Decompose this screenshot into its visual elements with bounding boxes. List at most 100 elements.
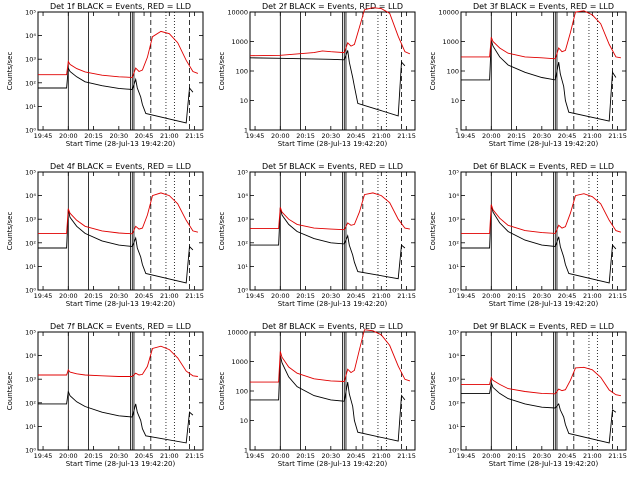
x-axis-label: Start Time (28-Jul-13 19:42:20) — [489, 140, 599, 148]
x-tick-label: 21:15 — [397, 292, 416, 300]
y-tick-label: 100 — [236, 68, 248, 76]
y-tick-label: 10³ — [448, 216, 459, 224]
y-tick-label: 10² — [25, 399, 36, 407]
y-tick-label: 10² — [237, 239, 248, 247]
x-tick-label: 20:45 — [347, 132, 366, 140]
lld-series-line — [249, 7, 411, 57]
y-tick-label: 10³ — [25, 56, 36, 64]
y-tick-label: 10 — [240, 417, 248, 425]
x-tick-label: 21:15 — [397, 132, 416, 140]
plot-frame — [460, 171, 627, 291]
y-axis-label: Counts/sec — [429, 212, 437, 251]
x-tick-label: 21:00 — [583, 132, 602, 140]
lld-series-line — [250, 192, 410, 231]
panel-title: Det 9f BLACK = Events, RED = LLD — [473, 322, 614, 331]
panel-title: Det 2f BLACK = Events, RED = LLD — [262, 2, 403, 11]
y-tick-label: 10⁵ — [237, 169, 248, 177]
y-axis-label: Counts/sec — [6, 372, 14, 411]
x-tick-label: 19:45 — [34, 292, 53, 300]
detector-panel: Det 5f BLACK = Events, RED = LLD 10⁰ 10¹ 10… — [218, 162, 416, 308]
x-tick-label: 21:00 — [372, 132, 391, 140]
lld-series-line — [461, 10, 621, 60]
x-tick-label: 20:30 — [532, 132, 551, 140]
plot-frame — [249, 331, 416, 451]
x-tick-label: 20:45 — [135, 132, 154, 140]
events-series-line — [38, 209, 194, 284]
x-tick-label: 21:15 — [397, 452, 416, 460]
y-axis-label: Counts/sec — [218, 212, 226, 251]
y-tick-label: 10⁰ — [237, 287, 248, 295]
detector-panel: Det 9f BLACK = Events, RED = LLD 10⁰ 10¹ 10… — [429, 322, 627, 468]
plot-frame — [37, 11, 204, 131]
x-axis-label: Start Time (28-Jul-13 19:42:20) — [66, 300, 176, 308]
x-tick-label: 20:30 — [321, 292, 340, 300]
x-tick-label: 20:30 — [109, 132, 128, 140]
x-tick-label: 20:00 — [482, 452, 501, 460]
y-tick-label: 10¹ — [448, 263, 459, 271]
lld-series-line — [38, 30, 199, 78]
plot-frame — [249, 171, 416, 291]
y-tick-label: 10⁴ — [237, 192, 248, 200]
x-tick-label: 20:45 — [558, 292, 577, 300]
x-tick-label: 20:15 — [507, 132, 526, 140]
x-tick-label: 20:30 — [321, 452, 340, 460]
x-tick-label: 21:00 — [372, 292, 391, 300]
lld-series-line — [38, 345, 198, 377]
y-tick-label: 10² — [448, 399, 459, 407]
detector-panel: Det 6f BLACK = Events, RED = LLD 10⁰ 10¹ 10… — [429, 162, 627, 308]
y-tick-label: 10⁴ — [25, 192, 36, 200]
y-axis-label: Counts/sec — [429, 52, 437, 91]
panel-title: Det 8f BLACK = Events, RED = LLD — [262, 322, 403, 331]
x-tick-label: 20:45 — [558, 132, 577, 140]
y-tick-label: 10⁴ — [448, 192, 459, 200]
panel-title: Det 4f BLACK = Events, RED = LLD — [50, 162, 191, 171]
y-tick-label: 10⁴ — [25, 32, 36, 40]
x-tick-label: 20:00 — [59, 452, 78, 460]
y-axis-label: Counts/sec — [218, 52, 226, 91]
x-tick-label: 20:30 — [109, 452, 128, 460]
x-axis-label: Start Time (28-Jul-13 19:42:20) — [278, 140, 388, 148]
detector-panel: Det 2f BLACK = Events, RED = LLD 1 10 100 10… — [218, 2, 416, 148]
x-tick-label: 21:00 — [583, 452, 602, 460]
x-tick-label: 21:15 — [185, 452, 204, 460]
y-tick-label: 10⁵ — [25, 169, 36, 177]
y-tick-label: 10⁰ — [25, 287, 36, 295]
x-tick-label: 21:00 — [160, 452, 179, 460]
x-tick-label: 20:15 — [507, 452, 526, 460]
x-tick-label: 19:45 — [246, 292, 265, 300]
y-tick-label: 10⁵ — [25, 329, 36, 337]
lld-series-line — [461, 193, 622, 234]
x-tick-label: 20:15 — [296, 292, 315, 300]
x-tick-label: 19:45 — [34, 132, 53, 140]
y-tick-label: 10³ — [25, 216, 36, 224]
y-tick-label: 10¹ — [25, 423, 36, 431]
y-tick-label: 10⁵ — [25, 9, 36, 17]
x-tick-label: 20:45 — [135, 292, 154, 300]
panel-title: Det 5f BLACK = Events, RED = LLD — [262, 162, 403, 171]
y-tick-label: 10³ — [25, 376, 36, 384]
y-tick-label: 10¹ — [448, 423, 459, 431]
plot-frame — [249, 11, 416, 131]
y-tick-label: 10³ — [448, 376, 459, 384]
y-axis-label: Counts/sec — [218, 372, 226, 411]
x-tick-label: 20:15 — [84, 132, 103, 140]
x-tick-label: 20:45 — [347, 292, 366, 300]
panel-title: Det 6f BLACK = Events, RED = LLD — [473, 162, 614, 171]
x-axis-label: Start Time (28-Jul-13 19:42:20) — [278, 300, 388, 308]
y-tick-label: 10000 — [227, 9, 248, 17]
x-tick-label: 19:45 — [246, 452, 265, 460]
x-tick-label: 21:15 — [608, 452, 627, 460]
x-axis-label: Start Time (28-Jul-13 19:42:20) — [489, 300, 599, 308]
x-tick-label: 19:45 — [457, 452, 476, 460]
x-tick-label: 20:15 — [507, 292, 526, 300]
x-tick-label: 21:00 — [372, 452, 391, 460]
y-tick-label: 1 — [244, 127, 248, 135]
plot-frame — [37, 171, 204, 291]
x-axis-label: Start Time (28-Jul-13 19:42:20) — [66, 140, 176, 148]
x-tick-label: 21:15 — [185, 292, 204, 300]
events-series-line — [250, 207, 406, 280]
detector-panel: Det 7f BLACK = Events, RED = LLD 10⁰ 10¹ 10… — [6, 322, 204, 468]
y-tick-label: 10³ — [237, 216, 248, 224]
x-tick-label: 21:15 — [608, 132, 627, 140]
